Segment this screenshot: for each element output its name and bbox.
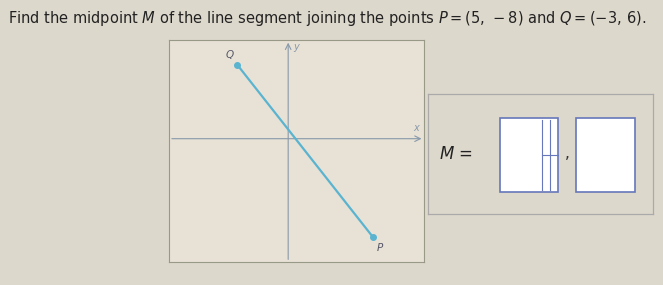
Text: $Q$: $Q$ [225, 48, 235, 61]
Text: $y$: $y$ [293, 42, 302, 54]
Text: $P$: $P$ [376, 241, 384, 253]
Text: Find the midpoint $M$ of the line segment joining the points $P = (5,\,-8)$ and : Find the midpoint $M$ of the line segmen… [8, 9, 646, 28]
Text: $x$: $x$ [413, 123, 421, 133]
Text: ,: , [565, 146, 570, 161]
Text: $M$ =: $M$ = [439, 145, 475, 163]
